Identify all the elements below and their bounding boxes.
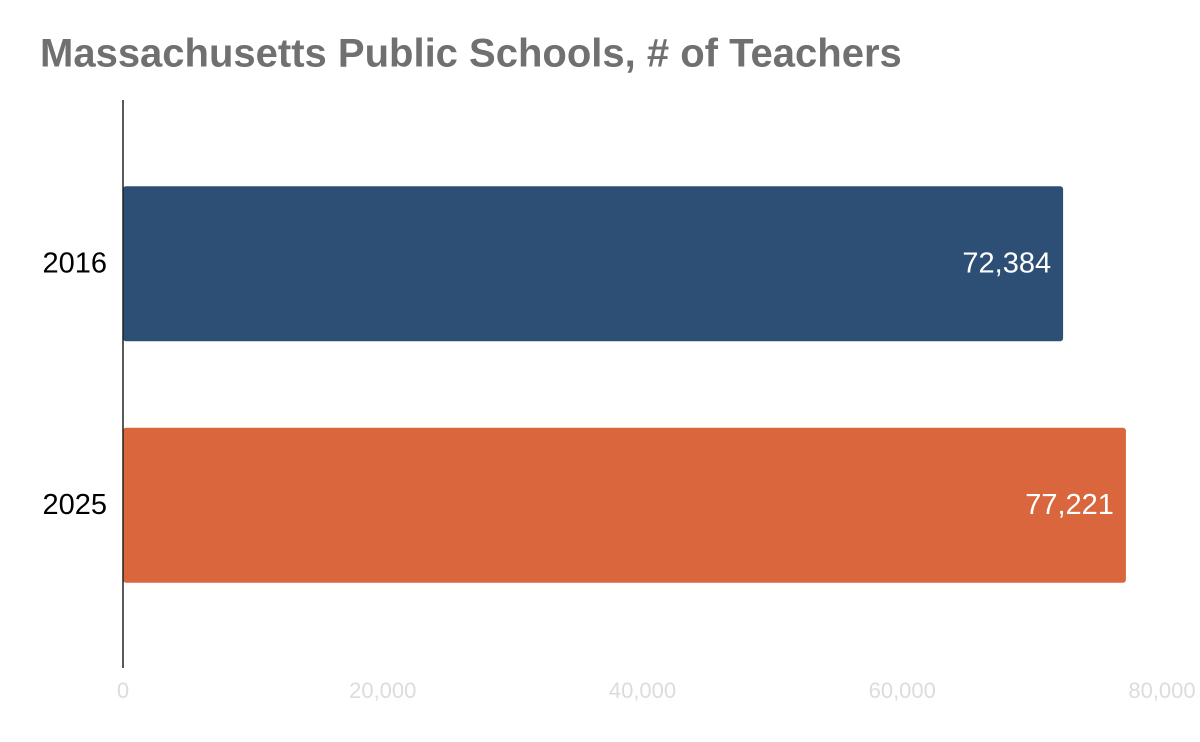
bar [123,427,1126,583]
x-tick-label: 60,000 [869,678,936,703]
value-label: 77,221 [1025,489,1114,521]
x-tick-label: 40,000 [609,678,676,703]
y-tick-label: 2025 [42,489,107,521]
y-tick-label: 2016 [42,247,107,279]
x-tick-label: 80,000 [1128,678,1195,703]
value-label: 72,384 [962,247,1051,279]
bar [123,186,1064,342]
x-tick-label: 20,000 [349,678,416,703]
x-tick-label: 0 [117,678,129,703]
chart-title: Massachusetts Public Schools, # of Teach… [40,32,902,76]
